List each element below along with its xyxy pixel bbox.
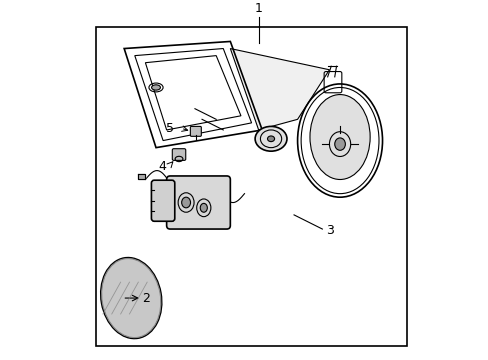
Ellipse shape (267, 136, 274, 141)
Ellipse shape (182, 197, 190, 208)
FancyBboxPatch shape (166, 176, 230, 229)
Polygon shape (230, 49, 329, 130)
Ellipse shape (101, 258, 162, 338)
Text: 1: 1 (254, 2, 262, 15)
Ellipse shape (334, 138, 345, 150)
FancyBboxPatch shape (190, 126, 201, 136)
Ellipse shape (309, 95, 369, 180)
Ellipse shape (151, 85, 160, 90)
Text: 2: 2 (142, 292, 149, 305)
FancyBboxPatch shape (151, 180, 174, 221)
Ellipse shape (255, 126, 286, 151)
Text: 4: 4 (159, 159, 166, 172)
Text: 5: 5 (165, 122, 173, 135)
FancyBboxPatch shape (172, 149, 185, 161)
Polygon shape (138, 174, 145, 180)
Ellipse shape (200, 203, 207, 212)
Text: 3: 3 (325, 224, 333, 237)
Bar (96, 27, 407, 346)
